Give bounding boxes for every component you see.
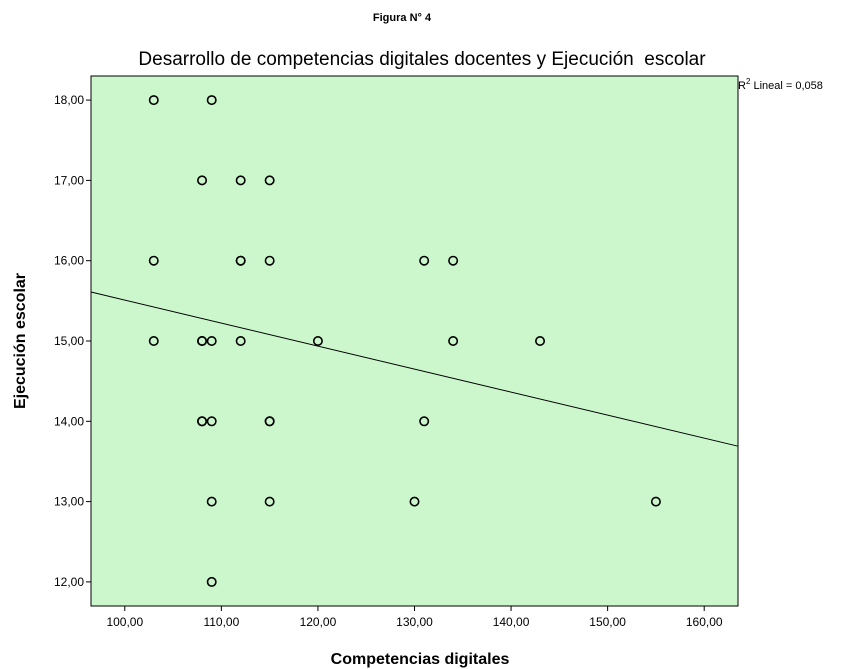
data-point [197,335,208,346]
data-point [312,335,323,346]
chart-title: Desarrollo de competencias digitales doc… [138,49,706,70]
plot-area [90,75,739,607]
data-point [148,255,159,266]
r2-text: Lineal = 0,058 [750,80,822,92]
x-tick-label: 140,00 [493,615,530,629]
fit-line [90,291,739,447]
x-axis-label: Competencias digitales [331,651,510,668]
r2-superscript: 2 [746,77,751,86]
data-point [197,175,208,186]
data-point [264,416,275,427]
data-point [206,95,217,106]
data-point [197,416,208,427]
y-tick-label: 14,00 [54,414,84,428]
data-point [148,95,159,106]
data-point [650,496,661,507]
data-point [264,496,275,507]
r-squared-annotation: R2 Lineal = 0,058 [738,77,823,92]
data-point [409,496,420,507]
data-point [235,335,246,346]
y-tick-label: 18,00 [54,93,84,107]
data-point [448,335,459,346]
data-point [264,175,275,186]
x-tick-label: 100,00 [106,615,143,629]
data-point [235,175,246,186]
data-point [448,255,459,266]
data-point [206,576,217,587]
y-tick-label: 15,00 [54,334,84,348]
y-axis-label: Ejecución escolar [12,273,29,409]
data-point [419,416,430,427]
y-tick-label: 12,00 [54,575,84,589]
data-point [148,335,159,346]
x-tick-label: 150,00 [589,615,626,629]
y-axis: 12,00 13,00 14,00 15,00 16,00 17,00 18,00 [54,93,91,589]
y-tick-label: 13,00 [54,495,84,509]
x-axis: 100,00 110,00 120,00 130,00 140,00 150,00 160,… [106,606,723,629]
x-tick-label: 120,00 [300,615,337,629]
x-tick-label: 130,00 [396,615,433,629]
figure-caption: Figura N° 4 [373,12,432,24]
points-layer [148,95,661,587]
data-point [206,416,217,427]
data-point [419,255,430,266]
y-tick-label: 16,00 [54,254,84,268]
data-point [206,496,217,507]
data-point [264,255,275,266]
data-point [206,335,217,346]
r2-prefix: R [738,80,746,92]
data-point [235,255,246,266]
y-tick-label: 17,00 [54,173,84,187]
x-tick-label: 160,00 [686,615,723,629]
data-point [535,335,546,346]
fit-line-layer [90,291,739,447]
x-tick-label: 110,00 [203,615,239,629]
